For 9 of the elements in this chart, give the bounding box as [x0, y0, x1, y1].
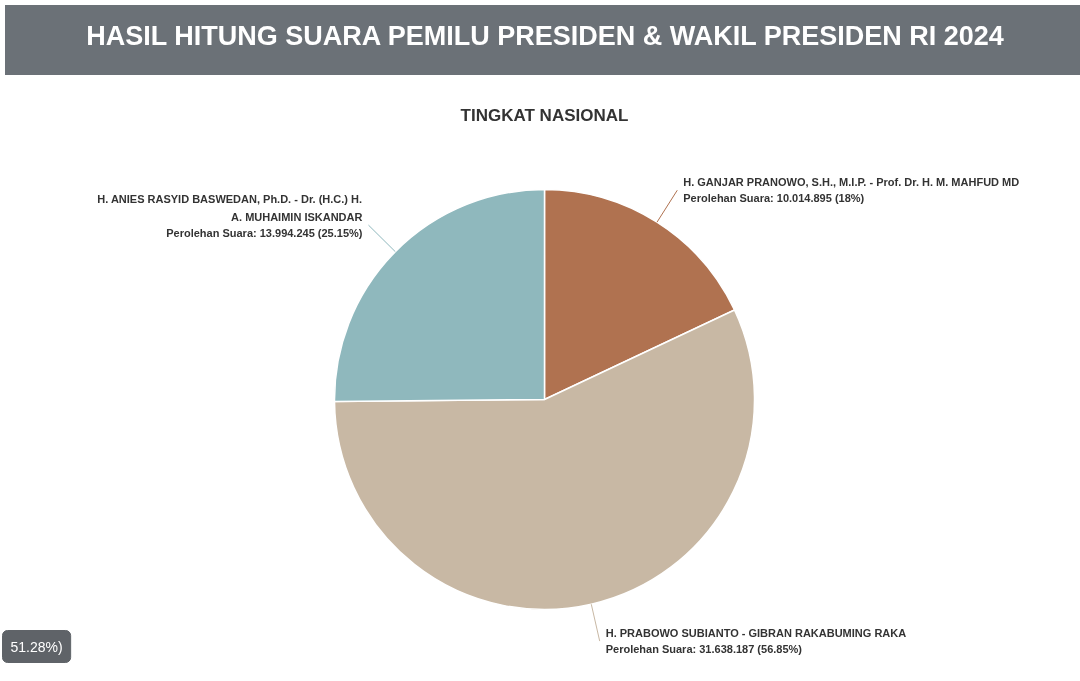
chart-subtitle: TINGKAT NASIONAL: [460, 106, 629, 125]
text: 51.28%): [10, 638, 63, 655]
data-label: Perolehan Suara: 10.014.895 (18%): [683, 192, 865, 205]
chart-title: HASIL HITUNG SUARA PEMILU PRESIDEN & WAKIL PRESIDEN RI 2024: [86, 20, 1004, 53]
slice-label: H. GANJAR PRANOWO, S.H., M.I.P. - Prof. Dr. H. M. MAHFUD MD: [683, 176, 1020, 189]
data-label: Perolehan Suara: 13.994.245 (25.15%): [166, 227, 363, 240]
slice-label: H. ANIES RASYID BASWEDAN, Ph.D. - Dr. (H.C.) H. A. MUHAIMIN ISKANDAR: [97, 193, 363, 224]
data-label: Perolehan Suara: 31.638.187 (56.85%): [605, 643, 803, 656]
slice-label: H. PRABOWO SUBIANTO - GIBRAN RAKABUMING RAKA: [605, 627, 907, 640]
